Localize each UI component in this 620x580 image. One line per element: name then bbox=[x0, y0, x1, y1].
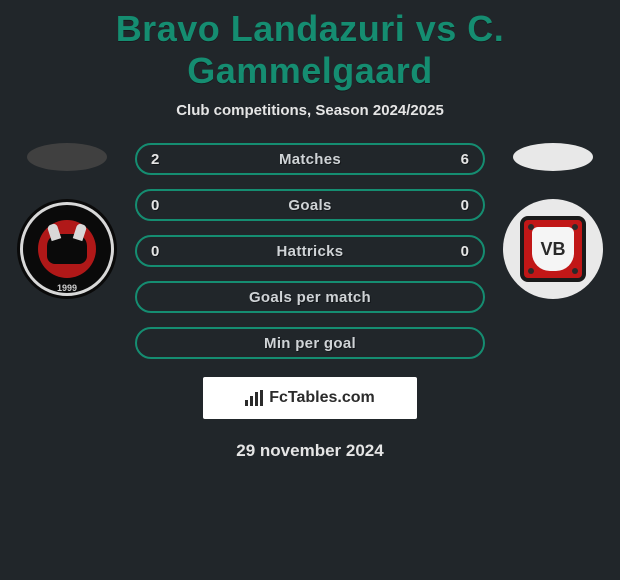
stat-right-value: 0 bbox=[461, 243, 469, 260]
right-crest-letters: VB bbox=[532, 227, 574, 271]
attribution-text: FcTables.com bbox=[269, 389, 375, 407]
left-player-column: 1999 bbox=[17, 143, 117, 299]
stat-row-hattricks: 0 Hattricks 0 bbox=[135, 235, 485, 267]
chart-icon bbox=[245, 390, 263, 406]
right-player-oval bbox=[513, 143, 593, 171]
right-club-crest: VB bbox=[503, 199, 603, 299]
stat-left-value: 2 bbox=[151, 151, 159, 168]
left-player-oval bbox=[27, 143, 107, 171]
stat-right-value: 0 bbox=[461, 197, 469, 214]
stat-label: Hattricks bbox=[137, 243, 483, 260]
comparison-main: 1999 2 Matches 6 0 Goals 0 0 Hattricks 0… bbox=[0, 143, 620, 359]
right-player-column: VB bbox=[503, 143, 603, 299]
stat-row-goals: 0 Goals 0 bbox=[135, 189, 485, 221]
date-text: 29 november 2024 bbox=[0, 441, 620, 461]
left-club-crest: 1999 bbox=[17, 199, 117, 299]
stat-left-value: 0 bbox=[151, 197, 159, 214]
stat-row-matches: 2 Matches 6 bbox=[135, 143, 485, 175]
stat-left-value: 0 bbox=[151, 243, 159, 260]
stats-column: 2 Matches 6 0 Goals 0 0 Hattricks 0 Goal… bbox=[135, 143, 485, 359]
stat-label: Goals per match bbox=[137, 289, 483, 306]
attribution-badge: FcTables.com bbox=[203, 377, 417, 419]
page-title: Bravo Landazuri vs C. Gammelgaard bbox=[0, 8, 620, 92]
subtitle: Club competitions, Season 2024/2025 bbox=[0, 102, 620, 119]
stat-row-goals-per-match: Goals per match bbox=[135, 281, 485, 313]
stat-label: Min per goal bbox=[137, 335, 483, 352]
stat-row-min-per-goal: Min per goal bbox=[135, 327, 485, 359]
stat-right-value: 6 bbox=[461, 151, 469, 168]
stat-label: Goals bbox=[137, 197, 483, 214]
comparison-card: Bravo Landazuri vs C. Gammelgaard Club c… bbox=[0, 0, 620, 461]
left-crest-year: 1999 bbox=[57, 283, 77, 293]
stat-label: Matches bbox=[137, 151, 483, 168]
